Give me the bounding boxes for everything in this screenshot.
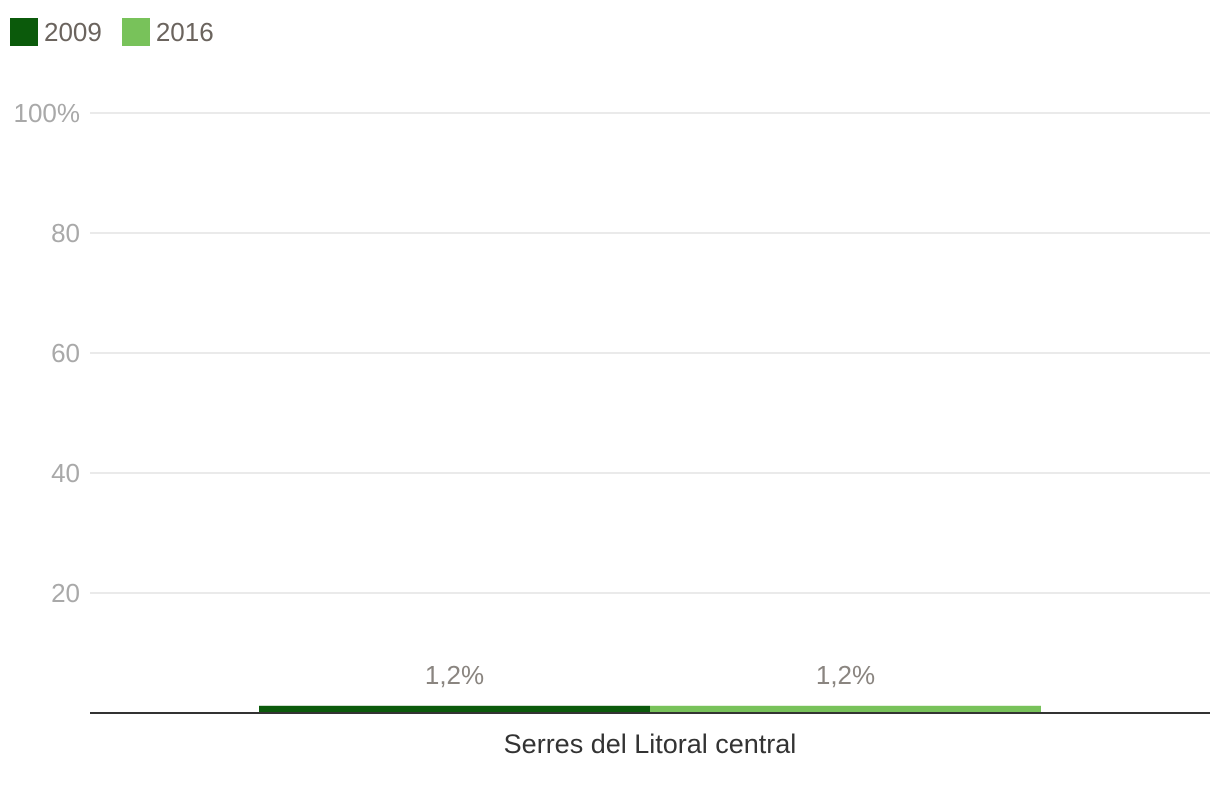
x-category-label: Serres del Litoral central: [504, 729, 797, 759]
y-tick-label-80: 80: [51, 218, 80, 248]
value-label-2016: 1,2%: [816, 660, 875, 690]
bar-2009[interactable]: [259, 705, 650, 713]
legend-swatch-2009: [10, 18, 38, 46]
legend-item-2009[interactable]: 2009: [10, 18, 102, 46]
bar-2016[interactable]: [650, 705, 1041, 713]
y-tick-label-20: 20: [51, 578, 80, 608]
legend-label-2016: 2016: [155, 17, 214, 47]
y-tick-label-100: 100%: [14, 98, 81, 128]
value-labels: 1,2% 1,2%: [425, 660, 875, 690]
y-tick-label-60: 60: [51, 338, 80, 368]
legend-swatch-2016: [121, 18, 150, 46]
y-tick-label-40: 40: [51, 458, 80, 488]
legend: 2009 2016: [10, 18, 234, 46]
value-label-2009: 1,2%: [425, 660, 484, 690]
gridlines: [90, 112, 1210, 594]
legend-item-2016[interactable]: 2016: [121, 17, 214, 47]
legend-label-2009: 2009: [44, 17, 102, 47]
y-axis-ticks: 20 40 60 80 100%: [14, 98, 81, 608]
bars: [259, 705, 1041, 713]
x-axis-labels: Serres del Litoral central: [504, 729, 797, 759]
